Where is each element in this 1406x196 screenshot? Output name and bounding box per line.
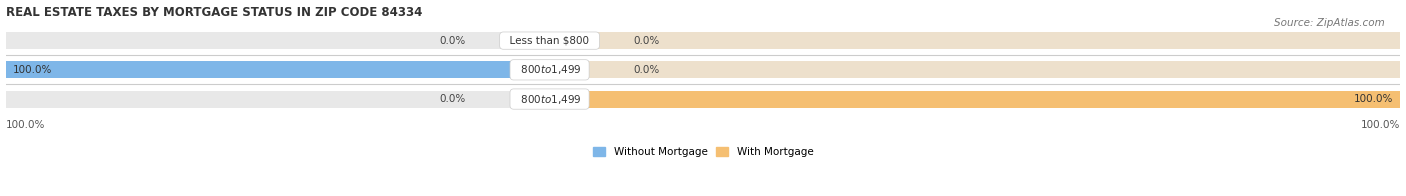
Text: 0.0%: 0.0% [440,94,465,104]
Text: 100.0%: 100.0% [6,120,45,130]
Text: 0.0%: 0.0% [633,65,659,75]
Text: 0.0%: 0.0% [633,36,659,46]
Text: 100.0%: 100.0% [13,65,52,75]
Text: Source: ZipAtlas.com: Source: ZipAtlas.com [1274,18,1385,28]
Bar [550,61,1400,78]
Text: $800 to $1,499: $800 to $1,499 [513,93,585,106]
Text: 100.0%: 100.0% [1354,94,1393,104]
Text: REAL ESTATE TAXES BY MORTGAGE STATUS IN ZIP CODE 84334: REAL ESTATE TAXES BY MORTGAGE STATUS IN … [6,5,422,19]
Bar [6,61,550,78]
Bar [550,91,1400,108]
Bar [6,32,550,49]
Bar [6,91,550,108]
Text: Less than $800: Less than $800 [503,36,596,46]
Text: 100.0%: 100.0% [1361,120,1400,130]
Text: $800 to $1,499: $800 to $1,499 [513,63,585,76]
Bar [550,91,1400,108]
Text: 0.0%: 0.0% [440,36,465,46]
Legend: Without Mortgage, With Mortgage: Without Mortgage, With Mortgage [589,143,817,161]
Bar [6,61,550,78]
Bar [550,32,1400,49]
